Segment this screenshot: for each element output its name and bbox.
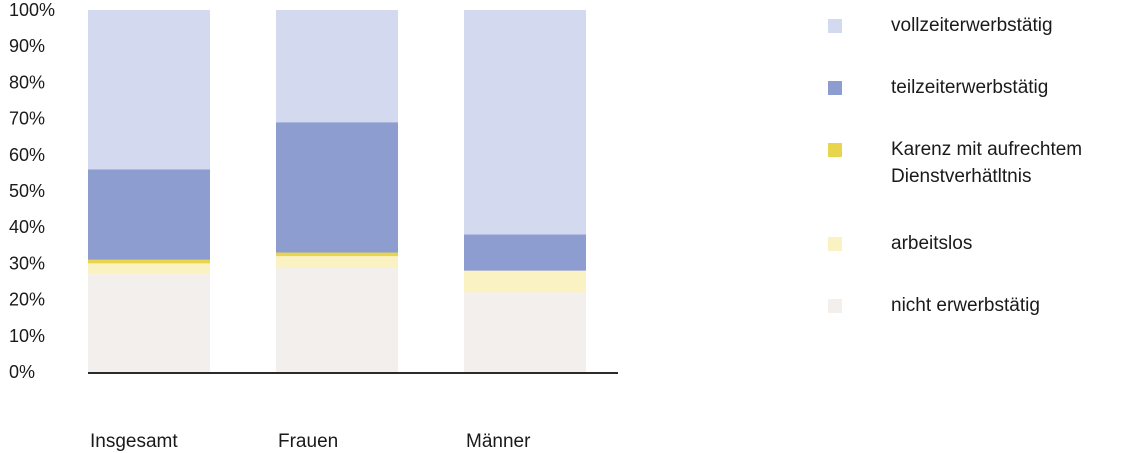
- legend-label: Karenz mit aufrechtem Dienstverhätltnis: [891, 139, 1083, 187]
- legend-item: teilzeiterwerbstätig: [828, 74, 1131, 101]
- y-tick-label: 80%: [9, 72, 45, 92]
- legend-item: Karenz mit aufrechtem Dienstverhätltnis: [828, 136, 1131, 190]
- legend-label: teilzeiterwerbstätig: [891, 77, 1049, 98]
- y-tick-label: 100%: [9, 0, 55, 20]
- bar-segment: [464, 292, 586, 372]
- legend-swatch: [828, 237, 842, 251]
- stacked-bar-chart: 0% 10% 20% 30% 40% 50% 60% 70% 80% 90% 100% Insges…: [9, 0, 618, 452]
- y-tick-label: 90%: [9, 36, 45, 56]
- x-category-label: Frauen: [278, 431, 338, 452]
- x-category-label: Männer: [466, 431, 531, 452]
- y-tick-label: 30%: [9, 253, 45, 273]
- legend-item: arbeitslos: [828, 230, 1131, 257]
- legend-label: arbeitslos: [891, 233, 973, 254]
- legend-swatch: [828, 299, 842, 313]
- y-tick-label: 10%: [9, 326, 45, 346]
- bar-segment: [88, 169, 210, 260]
- y-tick-label: 40%: [9, 217, 45, 237]
- bar-segment: [276, 252, 398, 257]
- x-category-label: Insgesamt: [90, 431, 178, 452]
- legend-label: vollzeiterwerbstätig: [891, 15, 1053, 36]
- legend-label: nicht erwerbstätig: [891, 295, 1040, 316]
- y-tick-label: 0%: [9, 362, 35, 382]
- y-tick-label: 20%: [9, 290, 45, 310]
- x-axis-labels: Insgesamt Frauen Männer: [90, 431, 531, 452]
- bar-segment: [88, 274, 210, 372]
- bar-segment: [464, 270, 586, 293]
- bar-segment: [464, 10, 586, 235]
- legend-swatch: [828, 81, 842, 95]
- bar-segment: [276, 10, 398, 123]
- legend-item: nicht erwerbstätig: [828, 292, 1131, 319]
- bar-segment: [276, 256, 398, 268]
- legend-item: vollzeiterwerbstätig: [828, 12, 1131, 39]
- bar-segments: [88, 10, 586, 372]
- legend-swatch: [828, 19, 842, 33]
- bar-segment: [88, 263, 210, 275]
- y-tick-label: 70%: [9, 109, 45, 129]
- y-tick-label: 50%: [9, 181, 45, 201]
- legend-swatch: [828, 143, 842, 157]
- bar-segment: [88, 259, 210, 264]
- y-tick-label: 60%: [9, 145, 45, 165]
- bar-segment: [464, 234, 586, 271]
- bar-segment: [276, 267, 398, 372]
- bar-segment: [88, 10, 210, 170]
- y-axis-ticks: 0% 10% 20% 30% 40% 50% 60% 70% 80% 90% 100%: [9, 0, 55, 382]
- bar-segment: [276, 122, 398, 253]
